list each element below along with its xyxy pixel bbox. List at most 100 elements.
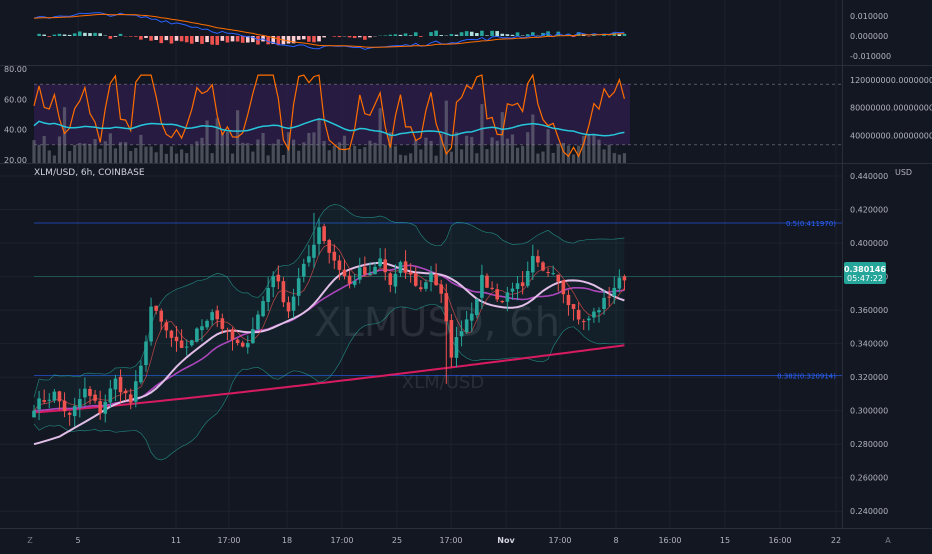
macd-histogram-bar xyxy=(58,34,62,36)
candle-body xyxy=(531,256,535,272)
time-tick-label: 17:00 xyxy=(439,536,462,545)
time-tick-label: 17:00 xyxy=(548,536,571,545)
candle-body xyxy=(475,299,479,315)
macd-histogram-bar xyxy=(73,33,77,36)
candle-body xyxy=(322,226,326,241)
candle-body xyxy=(277,275,281,282)
macd-tick-label: 0.010000 xyxy=(850,12,888,21)
macd-histogram-bar xyxy=(383,35,387,36)
macd-histogram-bar xyxy=(404,33,408,36)
volume-bar xyxy=(134,148,137,163)
candle-body xyxy=(103,402,107,414)
candle-body xyxy=(358,267,362,279)
macd-histogram-bar xyxy=(109,36,113,39)
candle-body xyxy=(190,340,194,345)
volume-bar xyxy=(261,133,264,163)
macd-histogram-bar xyxy=(175,36,179,41)
macd-histogram-bar xyxy=(119,34,123,36)
candle-body xyxy=(32,411,36,418)
volume-bar xyxy=(531,115,534,164)
volume-bar xyxy=(613,153,616,163)
volume-bar xyxy=(521,146,524,163)
volume-bar xyxy=(455,132,458,163)
volume-bar xyxy=(460,149,463,163)
candle-body xyxy=(338,260,342,269)
candle-body xyxy=(165,322,169,330)
macd-tick-label: 0.000000 xyxy=(850,32,888,41)
candle-body xyxy=(124,391,128,393)
candle-body xyxy=(572,304,576,309)
candle-body xyxy=(460,331,464,336)
volume-bar xyxy=(195,141,198,163)
candle-body xyxy=(241,343,245,347)
candle-body xyxy=(541,262,545,270)
macd-histogram-bar xyxy=(149,36,153,41)
rsi-band-fill xyxy=(34,84,630,145)
macd-histogram-bar xyxy=(98,33,102,36)
candle-body xyxy=(587,319,591,321)
volume-bar xyxy=(267,155,270,163)
macd-histogram-bar xyxy=(389,35,393,36)
candle-body xyxy=(439,285,443,294)
candle-body xyxy=(88,389,92,396)
volume-bar xyxy=(297,151,300,163)
volume-bar xyxy=(256,140,259,163)
volume-bar xyxy=(226,132,229,163)
volume-bar xyxy=(328,150,331,163)
candle-body xyxy=(577,310,581,320)
macd-histogram-bar xyxy=(470,32,474,36)
volume-bar xyxy=(211,153,214,163)
candle-body xyxy=(419,287,423,289)
volume-bar xyxy=(496,141,499,163)
macd-histogram-bar xyxy=(399,35,403,36)
candle-body xyxy=(618,278,622,289)
candle-body xyxy=(363,267,367,275)
time-tick-label: 16:00 xyxy=(658,536,681,545)
candle-body xyxy=(567,295,571,305)
macd-histogram-bar xyxy=(165,36,169,40)
candle-body xyxy=(297,278,301,296)
pane-divider-2 xyxy=(0,163,932,164)
volume-bar xyxy=(597,140,600,163)
volume-bar xyxy=(465,136,468,163)
macd-histogram-bar xyxy=(516,32,520,36)
time-tick-label: Nov xyxy=(497,536,515,545)
candle-body xyxy=(83,389,87,398)
macd-histogram-bar xyxy=(226,36,230,42)
volume-bar xyxy=(32,140,35,163)
volume-bar xyxy=(450,152,453,163)
macd-histogram-bar xyxy=(455,35,459,36)
volume-bar xyxy=(307,133,310,163)
time-tick-label: 11 xyxy=(171,536,181,545)
volume-bar xyxy=(58,136,61,163)
macd-histogram-bar xyxy=(159,36,163,43)
volume-bar xyxy=(399,155,402,163)
candle-body xyxy=(215,310,219,319)
candle-body xyxy=(582,321,586,322)
volume-bar xyxy=(526,132,529,163)
volume-bar xyxy=(424,138,427,163)
macd-histogram-bar xyxy=(490,31,494,36)
volume-bar xyxy=(144,147,147,163)
macd-histogram-bar xyxy=(475,33,479,36)
macd-histogram-bar xyxy=(506,34,510,36)
candle-body xyxy=(373,267,377,274)
candle-body xyxy=(424,282,428,289)
candle-body xyxy=(556,275,560,282)
macd-histogram-bar xyxy=(439,35,443,36)
macd-histogram-bar xyxy=(37,34,41,36)
volume-bar xyxy=(160,145,163,163)
auto-scale-toggle-icon[interactable]: A xyxy=(885,536,891,545)
macd-histogram-bar xyxy=(307,36,311,42)
macd-histogram-bar xyxy=(460,32,464,36)
timezone-toggle-icon[interactable]: Z xyxy=(27,536,33,545)
volume-bar xyxy=(429,141,432,163)
volume-bar xyxy=(379,108,382,163)
macd-histogram-bar xyxy=(200,36,204,44)
price-tick-label: 0.320000 xyxy=(850,373,888,382)
macd-histogram-bar xyxy=(602,35,606,36)
volume-bar xyxy=(139,135,142,163)
macd-histogram-bar xyxy=(221,36,225,41)
candle-body xyxy=(536,256,540,262)
